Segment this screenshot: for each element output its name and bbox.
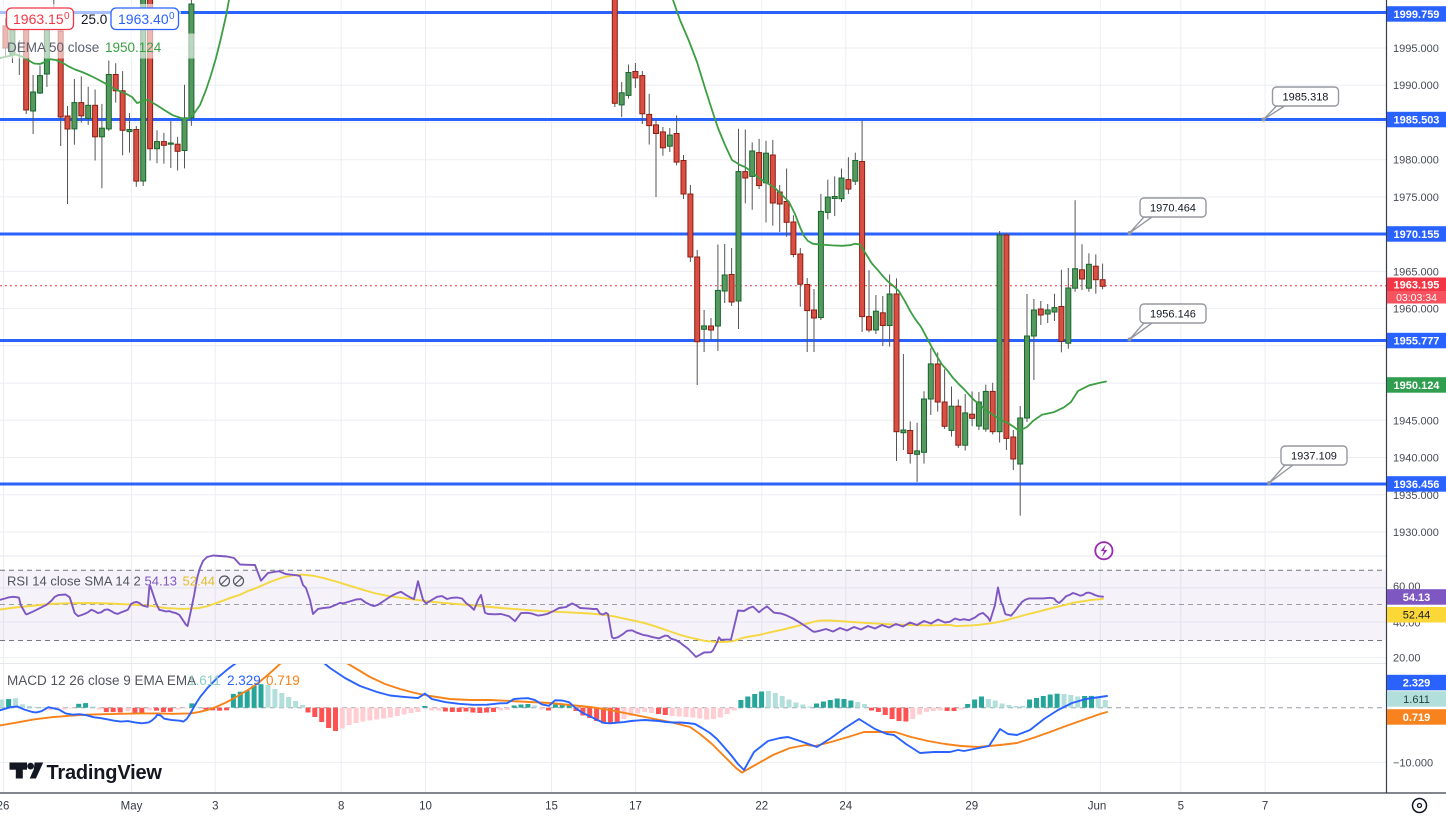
svg-text:1956.146: 1956.146 [1150,309,1196,321]
svg-text:1970.464: 1970.464 [1150,203,1196,215]
svg-text:1963.195: 1963.195 [1394,280,1440,292]
svg-text:03:03:34: 03:03:34 [1396,292,1437,304]
svg-text:1985.318: 1985.318 [1283,92,1329,104]
svg-text:15: 15 [545,801,558,813]
svg-text:1930.000: 1930.000 [1393,527,1439,539]
svg-text:1945.000: 1945.000 [1393,415,1439,427]
svg-text:1970.155: 1970.155 [1394,229,1440,241]
svg-text:1940.000: 1940.000 [1393,453,1439,465]
svg-text:1985.503: 1985.503 [1394,115,1440,127]
svg-text:17: 17 [629,801,642,813]
svg-text:24: 24 [839,801,852,813]
svg-text:0.719: 0.719 [1403,712,1431,724]
svg-text:0.719: 0.719 [266,673,300,688]
svg-text:25.0: 25.0 [81,12,107,27]
svg-text:10: 10 [419,801,432,813]
svg-text:1950.124: 1950.124 [1394,380,1441,392]
svg-text:−10.000: −10.000 [1393,757,1433,769]
svg-text:1990.000: 1990.000 [1393,80,1439,92]
svg-text:1965.000: 1965.000 [1393,266,1439,278]
svg-text:20.00: 20.00 [1393,653,1421,665]
svg-text:1936.456: 1936.456 [1394,479,1440,491]
svg-text:1995.000: 1995.000 [1393,43,1439,55]
svg-text:May: May [121,801,143,813]
svg-text:0: 0 [64,11,70,22]
svg-text:54.13: 54.13 [1403,592,1431,604]
svg-text:29: 29 [965,801,978,813]
svg-text:0: 0 [169,11,175,22]
svg-text:1960.000: 1960.000 [1393,304,1439,316]
svg-text:1.611: 1.611 [188,673,221,688]
svg-text:52.44: 52.44 [183,574,216,589]
svg-text:1937.109: 1937.109 [1291,451,1337,463]
svg-text:26: 26 [0,801,9,813]
svg-text:1963.40: 1963.40 [118,11,169,27]
svg-text:DEMA 50 close: DEMA 50 close [7,40,99,55]
svg-text:1963.15: 1963.15 [13,11,64,27]
svg-text:1975.000: 1975.000 [1393,192,1439,204]
svg-text:Jun: Jun [1088,801,1107,813]
svg-text:MACD 12 26 close 9 EMA EMA: MACD 12 26 close 9 EMA EMA [7,673,196,688]
svg-text:3: 3 [212,801,218,813]
svg-text:2.329: 2.329 [227,673,261,688]
svg-text:5: 5 [1178,801,1184,813]
svg-text:22: 22 [755,801,768,813]
svg-text:TradingView: TradingView [47,762,163,784]
svg-text:1950.124: 1950.124 [105,40,162,55]
svg-text:2.329: 2.329 [1403,678,1431,690]
svg-text:54.13: 54.13 [145,574,178,589]
svg-text:7: 7 [1262,801,1268,813]
svg-text:8: 8 [338,801,344,813]
svg-text:RSI 14 close SMA 14 2: RSI 14 close SMA 14 2 [7,574,141,589]
svg-text:1999.759: 1999.759 [1394,9,1440,21]
svg-text:52.44: 52.44 [1403,610,1431,622]
svg-text:1.611: 1.611 [1403,694,1430,706]
svg-text:1980.000: 1980.000 [1393,155,1439,167]
svg-text:1955.777: 1955.777 [1394,336,1440,348]
